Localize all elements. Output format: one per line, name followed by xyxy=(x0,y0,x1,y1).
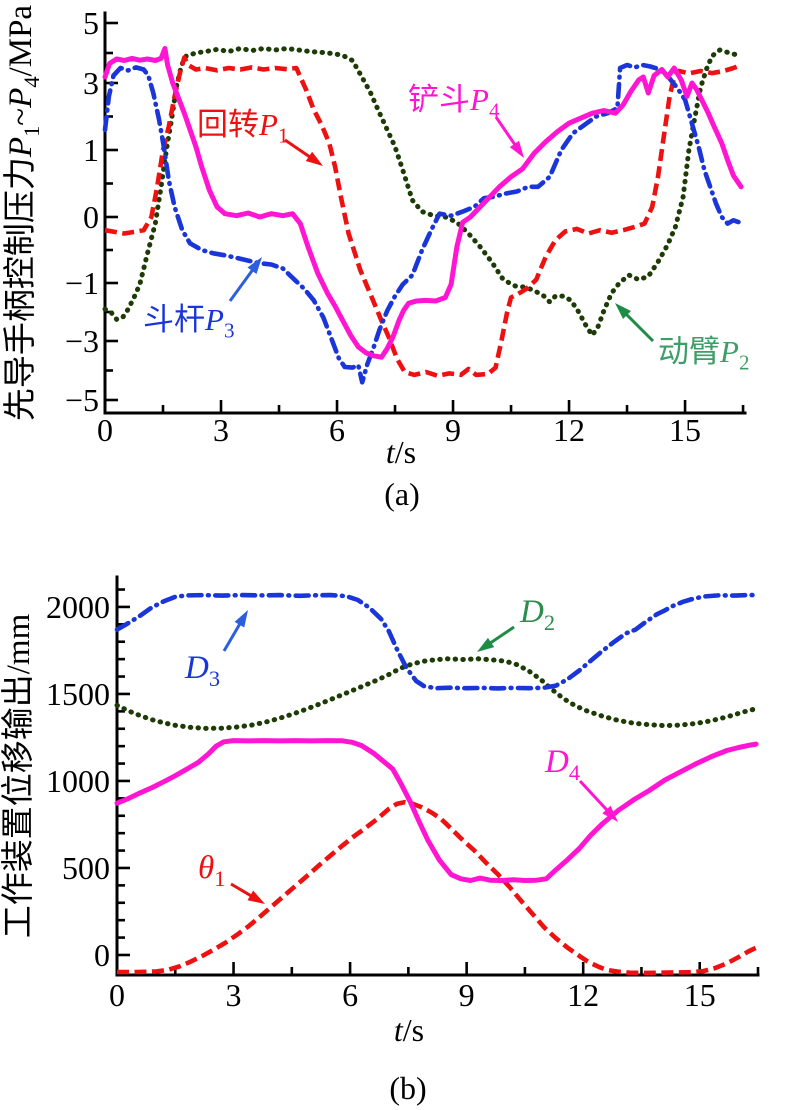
arrow-line xyxy=(624,312,655,343)
series-D4-curve xyxy=(114,738,759,883)
x-tick-label: 3 xyxy=(226,977,242,1013)
y-tick-label: 0 xyxy=(83,199,99,235)
chart-b-y-axis-title: 工作装置位移输出/mm xyxy=(0,613,37,938)
arrow-line xyxy=(284,138,312,159)
y-tick-label: 3 xyxy=(83,65,99,101)
ann-p1-arrow xyxy=(284,138,323,166)
series-P1-curve xyxy=(104,55,742,379)
y-tick-label: −3 xyxy=(65,323,99,359)
x-tick-label: 3 xyxy=(213,412,229,448)
chart-b-tick-labels: 0 3 6 9 12 15 2000 1500 1000 500 0 xyxy=(46,589,716,1013)
ann-d2: D2 xyxy=(477,594,555,652)
ann-d4: D4 xyxy=(544,744,618,822)
ann-p4-label: 铲斗P4 xyxy=(408,82,500,122)
arrowhead-icon xyxy=(602,805,618,822)
ann-theta1-arrow xyxy=(230,882,265,904)
x-tick-label: 6 xyxy=(342,977,358,1013)
chart-b-caption: (b) xyxy=(389,1070,427,1106)
ann-d4-label: D4 xyxy=(544,744,580,785)
chart-a: 0 3 6 9 12 15 5 3 1 0 −1 −3 −5 t/s 先导手柄控制压力P1~P4/MPa 回转… xyxy=(2,5,749,470)
arrow-line xyxy=(488,625,515,645)
chart-b-ticks xyxy=(117,588,760,975)
ann-p2: 动臂P2 xyxy=(615,303,749,374)
ann-d3: D3 xyxy=(184,610,248,691)
series-P3-curve xyxy=(102,62,742,385)
chart-a-caption: (a) xyxy=(384,476,420,512)
ann-p2-label: 动臂P2 xyxy=(658,334,749,374)
y-tick-label: 1000 xyxy=(46,763,110,799)
series-D3-curve xyxy=(114,592,759,691)
chart-b-axes xyxy=(115,575,760,977)
ann-theta1-label: θ1 xyxy=(198,850,225,891)
series-D2-curve xyxy=(114,656,759,731)
chart-a-y-axis-title: 先导手柄控制压力P1~P4/MPa xyxy=(2,5,44,422)
arrowhead-icon xyxy=(615,303,631,319)
series-theta1-curve xyxy=(117,799,758,976)
y-tick-label: 2000 xyxy=(46,589,110,625)
chart-a-axes xyxy=(103,11,747,415)
ann-p4-arrow xyxy=(494,116,524,158)
y-tick-label: −5 xyxy=(65,382,99,418)
ann-p3: 斗杆P3 xyxy=(143,257,262,342)
y-tick-label: −1 xyxy=(65,265,99,301)
arrow-line xyxy=(494,116,517,147)
chart-a-x-axis-title: t/s xyxy=(386,434,416,470)
y-tick-label: 5 xyxy=(83,5,99,41)
x-tick-label: 12 xyxy=(567,977,599,1013)
ann-d2-label: D2 xyxy=(519,594,555,635)
ann-p1-label: 回转P1 xyxy=(197,107,288,147)
ann-p3-arrow xyxy=(228,257,262,302)
ann-p4: 铲斗P4 xyxy=(408,82,524,158)
chart-b-x-axis-title: t/s xyxy=(394,1012,424,1048)
x-tick-label: 0 xyxy=(109,977,125,1013)
arrow-line xyxy=(578,779,609,813)
x-tick-label: 12 xyxy=(553,412,585,448)
y-tick-label: 0 xyxy=(94,937,110,973)
x-tick-label: 0 xyxy=(97,412,113,448)
arrowhead-icon xyxy=(234,610,248,628)
ann-p3-label: 斗杆P3 xyxy=(143,302,234,342)
series-P4-curve xyxy=(102,46,744,360)
arrowhead-icon xyxy=(247,257,262,275)
y-tick-label: 1 xyxy=(83,132,99,168)
ann-d2-arrow xyxy=(477,625,515,652)
x-tick-label: 15 xyxy=(669,412,701,448)
ann-d4-arrow xyxy=(578,779,618,822)
x-tick-label: 9 xyxy=(459,977,475,1013)
arrowhead-icon xyxy=(305,151,323,166)
arrowhead-icon xyxy=(477,637,495,652)
ann-d3-arrow xyxy=(222,610,248,652)
x-tick-label: 15 xyxy=(684,977,716,1013)
chart-b: 0 3 6 9 12 15 2000 1500 1000 500 0 t/s 工作装置位移输出/mm D3… xyxy=(0,575,760,1048)
y-tick-label: 500 xyxy=(62,850,110,886)
ann-p2-arrow xyxy=(615,303,655,343)
ann-p1: 回转P1 xyxy=(197,107,323,166)
x-tick-label: 9 xyxy=(445,412,461,448)
arrowhead-icon xyxy=(509,140,524,158)
arrow-line xyxy=(230,882,253,898)
arrow-line xyxy=(228,268,255,302)
y-tick-label: 1500 xyxy=(46,676,110,712)
arrow-line xyxy=(222,622,242,652)
ann-d3-label: D3 xyxy=(184,650,220,691)
x-tick-label: 6 xyxy=(329,412,345,448)
ann-theta1: θ1 xyxy=(198,850,265,904)
chart-a-tick-labels: 0 3 6 9 12 15 5 3 1 0 −1 −3 −5 xyxy=(65,5,701,448)
arrowhead-icon xyxy=(247,890,265,904)
